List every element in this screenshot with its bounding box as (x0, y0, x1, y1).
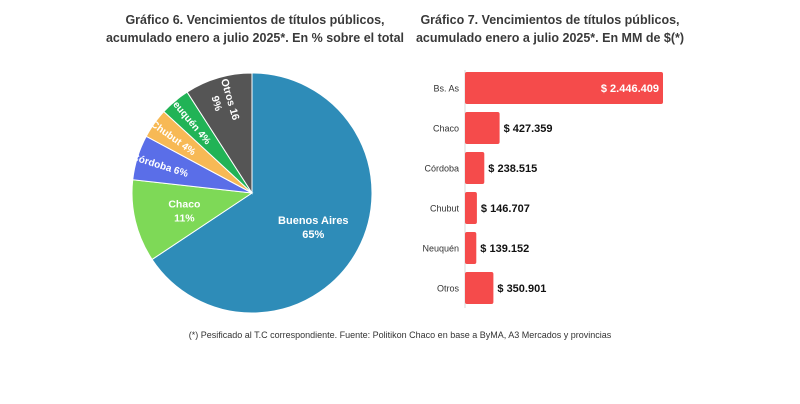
bar-category-label-cordoba: Córdoba (424, 164, 459, 174)
pie-title-line-2: acumulado enero a julio 2025*. En % sobr… (105, 31, 404, 45)
pie-label-buenos-aires: Buenos Aires 65% (278, 215, 349, 241)
pie-chart-title: Gráfico 6. Vencimientos de títulos públi… (100, 11, 410, 47)
pie-label-value: 9% (208, 94, 224, 113)
bar-title-line-2: acumulado enero a julio 2025*. En MM de … (415, 31, 685, 45)
bar-value-label-cordoba: $ 238.515 (488, 163, 537, 175)
bar-value-label-bs-as: $ 2.446.409 (601, 83, 659, 95)
bar-chaco (465, 112, 500, 144)
bar-value-label-otros: $ 350.901 (497, 283, 546, 295)
pie-label-name: Chaco (168, 198, 200, 210)
bar-bs-as (465, 72, 663, 104)
bar-value-label-chubut: $ 146.707 (481, 203, 530, 215)
bar-chart: Bs. As $ 2.446.409 Chaco $ 427.359 Córdoba $ … (422, 70, 663, 308)
bar-chart-title: Gráfico 7. Vencimientos de títulos públi… (400, 11, 700, 47)
pie-slice-otros-16 (186, 72, 253, 195)
bar-category-label-bs-as: Bs. As (433, 84, 459, 94)
pie-title-line-1: Gráfico 6. Vencimientos de títulos públi… (125, 13, 385, 27)
bar-chubut (465, 192, 477, 224)
bar-cordoba (465, 152, 485, 184)
pie-label-name: Buenos Aires (278, 215, 349, 227)
bar-category-label-chaco: Chaco (433, 124, 459, 134)
bar-category-label-otros: Otros (437, 284, 460, 294)
bar-otros (465, 272, 494, 304)
pie-label-chaco: Chaco 11% (168, 198, 200, 224)
bar-value-label-chaco: $ 427.359 (504, 123, 553, 135)
footnote: (*) Pesificado al T.C correspondiente. F… (188, 330, 612, 340)
pie-label-value: 11% (174, 212, 195, 224)
bar-category-label-chubut: Chubut (430, 204, 460, 214)
bar-value-label-neuquen: $ 139.152 (480, 243, 529, 255)
bar-neuquen (465, 232, 477, 264)
pie-slice-chaco (131, 179, 254, 261)
bar-title-line-1: Gráfico 7. Vencimientos de títulos públi… (420, 13, 680, 27)
pie-slice-buenos-aires (151, 72, 373, 314)
bar-category-label-neuquen: Neuquén (422, 244, 459, 254)
pie-label-value: 65% (302, 229, 324, 241)
